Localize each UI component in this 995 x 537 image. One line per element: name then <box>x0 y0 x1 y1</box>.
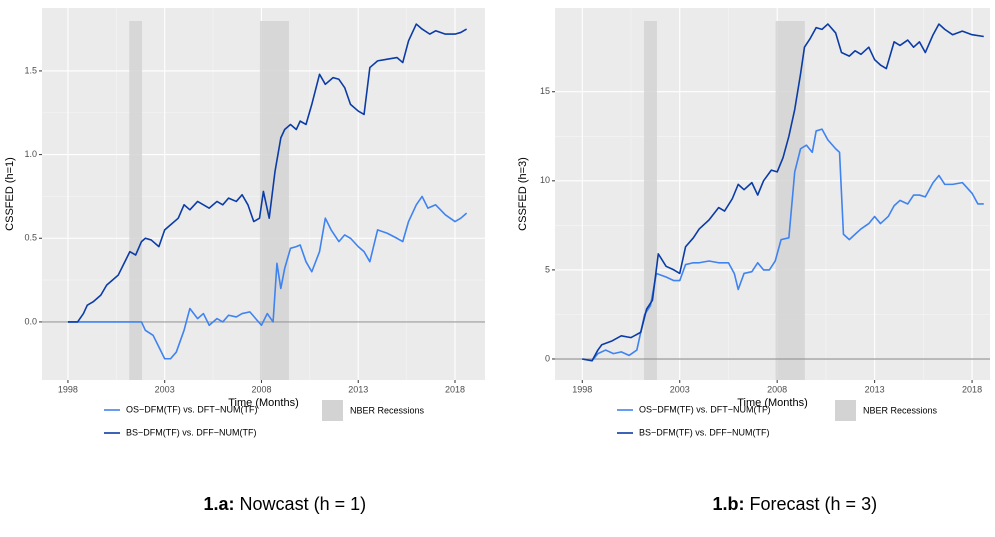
legend-label: BS−DFM(TF) vs. DFF−NUM(TF) <box>126 427 256 437</box>
x-axis-title: Time (Months) <box>228 397 299 409</box>
caption-label: 1.a: <box>204 494 235 514</box>
recession-band <box>644 21 657 380</box>
y-tick-label: 10 <box>540 175 550 185</box>
line-series <box>582 23 984 362</box>
caption: 1.b: Forecast (h = 3) <box>713 494 878 514</box>
y-tick-label: 5 <box>545 264 550 274</box>
line-series <box>67 195 468 360</box>
legend-swatch <box>835 400 856 421</box>
x-tick-label: 2018 <box>445 384 465 394</box>
line-series <box>67 23 468 323</box>
y-axis-title: CSSFED (h=3) <box>517 157 529 231</box>
x-tick-label: 2008 <box>251 384 271 394</box>
x-tick-label: 1998 <box>572 384 592 394</box>
legend-label: NBER Recessions <box>863 405 938 415</box>
caption-text: Forecast (h = 3) <box>750 494 878 514</box>
y-tick-label: 0 <box>545 353 550 363</box>
x-tick-label: 2013 <box>348 384 368 394</box>
x-tick-label: 2003 <box>670 384 690 394</box>
y-tick-label: 0.5 <box>24 233 37 243</box>
y-tick-label: 1.0 <box>24 149 37 159</box>
legend-label: OS−DFM(TF) vs. DFT−NUM(TF) <box>126 404 257 414</box>
y-tick-label: 1.5 <box>24 65 37 75</box>
y-tick-label: 15 <box>540 86 550 96</box>
legend-label: NBER Recessions <box>350 405 425 415</box>
legend-label: OS−DFM(TF) vs. DFT−NUM(TF) <box>639 404 770 414</box>
x-tick-label: 2018 <box>962 384 982 394</box>
y-axis-title: CSSFED (h=1) <box>4 157 16 231</box>
caption-label: 1.b: <box>713 494 745 514</box>
caption-text: Nowcast (h = 1) <box>240 494 367 514</box>
recession-band <box>129 21 143 380</box>
x-tick-label: 2008 <box>767 384 787 394</box>
x-tick-label: 2003 <box>155 384 175 394</box>
y-tick-label: 0.0 <box>24 316 37 326</box>
legend-swatch <box>322 400 343 421</box>
plot-background <box>555 8 990 380</box>
caption: 1.a: Nowcast (h = 1) <box>204 494 367 514</box>
recession-band <box>259 21 289 380</box>
x-tick-label: 1998 <box>58 384 78 394</box>
legend-label: BS−DFM(TF) vs. DFF−NUM(TF) <box>639 427 769 437</box>
x-axis-title: Time (Months) <box>737 397 808 409</box>
x-tick-label: 2013 <box>865 384 885 394</box>
